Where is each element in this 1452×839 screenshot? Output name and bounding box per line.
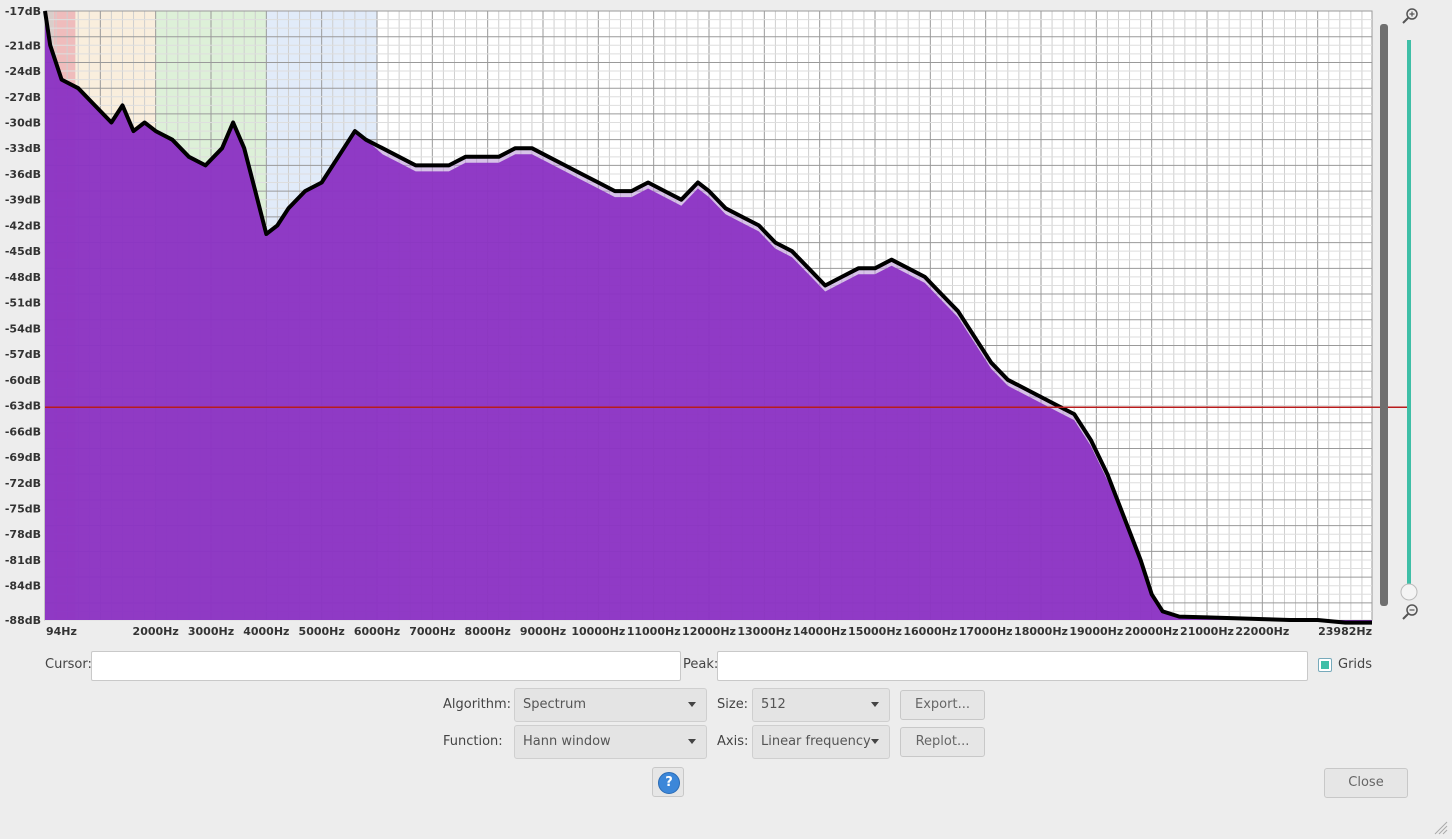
axis-select[interactable]: Linear frequency <box>752 725 890 759</box>
x-tick-label: 13000Hz <box>737 625 791 638</box>
y-tick-label: -88dB <box>5 614 41 627</box>
y-tick-label: -36dB <box>5 168 41 181</box>
axis-label: Axis: <box>717 734 749 749</box>
y-tick-label: -57dB <box>5 348 41 361</box>
x-tick-label: 11000Hz <box>627 625 681 638</box>
y-tick-label: -69dB <box>5 451 41 464</box>
y-tick-label: -45dB <box>5 245 41 258</box>
y-tick-label: -17dB <box>5 5 41 18</box>
y-tick-label: -81dB <box>5 554 41 567</box>
magnifier-lens <box>1406 604 1418 616</box>
x-tick-label: 19000Hz <box>1069 625 1123 638</box>
x-tick-label: 10000Hz <box>571 625 625 638</box>
x-tick-label: 9000Hz <box>520 625 566 638</box>
y-tick-label: -48dB <box>5 271 41 284</box>
function-value: Hann window <box>523 734 611 749</box>
x-tick-label: 7000Hz <box>409 625 455 638</box>
vertical-scrollbar[interactable] <box>1380 24 1388 606</box>
x-tick-label: 16000Hz <box>903 625 957 638</box>
cursor-field[interactable] <box>91 651 681 681</box>
magnifier-handle <box>1402 17 1409 24</box>
x-tick-label: 22000Hz <box>1235 625 1289 638</box>
x-tick-label: 5000Hz <box>299 625 345 638</box>
y-tick-label: -39dB <box>5 194 41 207</box>
x-tick-label: 94Hz <box>46 625 77 638</box>
export-button[interactable]: Export... <box>900 690 985 720</box>
y-tick-label: -75dB <box>5 502 41 515</box>
replot-button[interactable]: Replot... <box>900 727 985 757</box>
size-value: 512 <box>761 697 786 712</box>
peak-label: Peak: <box>683 657 719 672</box>
spectrum-area <box>45 11 1372 623</box>
x-tick-label: 12000Hz <box>682 625 736 638</box>
y-tick-label: -33dB <box>5 142 41 155</box>
x-axis: 94Hz 2000Hz 3000Hz 4000Hz 5000Hz 6000Hz 7000Hz… <box>46 625 1372 638</box>
grids-label: Grids <box>1338 657 1373 672</box>
spectrum-line <box>43 10 1372 625</box>
grids-checkbox[interactable] <box>1318 658 1332 672</box>
y-tick-label: -84dB <box>5 580 41 593</box>
y-tick-label: -78dB <box>5 528 41 541</box>
zoom-slider-track[interactable] <box>1407 40 1411 588</box>
y-tick-label: -66dB <box>5 425 41 438</box>
resize-grip-icon[interactable] <box>1430 817 1448 835</box>
x-tick-label: 3000Hz <box>188 625 234 638</box>
x-tick-label: 20000Hz <box>1125 625 1179 638</box>
magnifier-lens <box>1406 8 1418 20</box>
magnifier-handle <box>1402 613 1409 620</box>
y-tick-label: -42dB <box>5 219 41 232</box>
x-tick-label: 14000Hz <box>793 625 847 638</box>
chevron-down-icon <box>871 702 879 707</box>
close-button[interactable]: Close <box>1324 768 1408 798</box>
chevron-down-icon <box>688 739 696 744</box>
spectrum-plot[interactable]: -17dB -21dB -24dB -27dB -30dB -33dB -36dB -39dB… <box>0 0 1452 645</box>
help-button[interactable]: ? <box>652 767 684 797</box>
y-tick-label: -24dB <box>5 65 41 78</box>
zoom-slider-handle[interactable] <box>1400 583 1418 601</box>
x-tick-label: 21000Hz <box>1180 625 1234 638</box>
x-tick-label: 4000Hz <box>243 625 289 638</box>
algorithm-select[interactable]: Spectrum <box>514 688 707 722</box>
y-tick-label: -27dB <box>5 91 41 104</box>
function-label: Function: <box>443 734 503 749</box>
cursor-label: Cursor: <box>45 657 92 672</box>
x-tick-label: 2000Hz <box>133 625 179 638</box>
x-tick-label: 23982Hz <box>1318 625 1372 638</box>
algorithm-value: Spectrum <box>523 697 586 712</box>
chevron-down-icon <box>871 739 879 744</box>
y-tick-label: -51dB <box>5 297 41 310</box>
peak-field[interactable] <box>717 651 1308 681</box>
y-axis: -17dB -21dB -24dB -27dB -30dB -33dB -36dB -39dB… <box>5 5 41 627</box>
x-tick-label: 15000Hz <box>848 625 902 638</box>
spectrum-chart[interactable]: -17dB -21dB -24dB -27dB -30dB -33dB -36dB -39dB… <box>0 0 1452 645</box>
size-select[interactable]: 512 <box>752 688 890 722</box>
y-tick-label: -72dB <box>5 477 41 490</box>
y-tick-label: -60dB <box>5 374 41 387</box>
algorithm-label: Algorithm: <box>443 697 512 712</box>
help-icon: ? <box>658 772 680 794</box>
function-select[interactable]: Hann window <box>514 725 707 759</box>
y-tick-label: -21dB <box>5 39 41 52</box>
y-tick-label: -63dB <box>5 400 41 413</box>
chevron-down-icon <box>688 702 696 707</box>
zoom-in-icon[interactable] <box>1402 8 1418 24</box>
y-tick-label: -30dB <box>5 117 41 130</box>
x-tick-label: 17000Hz <box>959 625 1013 638</box>
y-tick-label: -54dB <box>5 322 41 335</box>
zoom-out-icon[interactable] <box>1402 604 1418 620</box>
x-tick-label: 6000Hz <box>354 625 400 638</box>
axis-value: Linear frequency <box>761 734 871 749</box>
x-tick-label: 8000Hz <box>465 625 511 638</box>
x-tick-label: 18000Hz <box>1014 625 1068 638</box>
check-mark-icon <box>1321 661 1329 669</box>
size-label: Size: <box>717 697 749 712</box>
